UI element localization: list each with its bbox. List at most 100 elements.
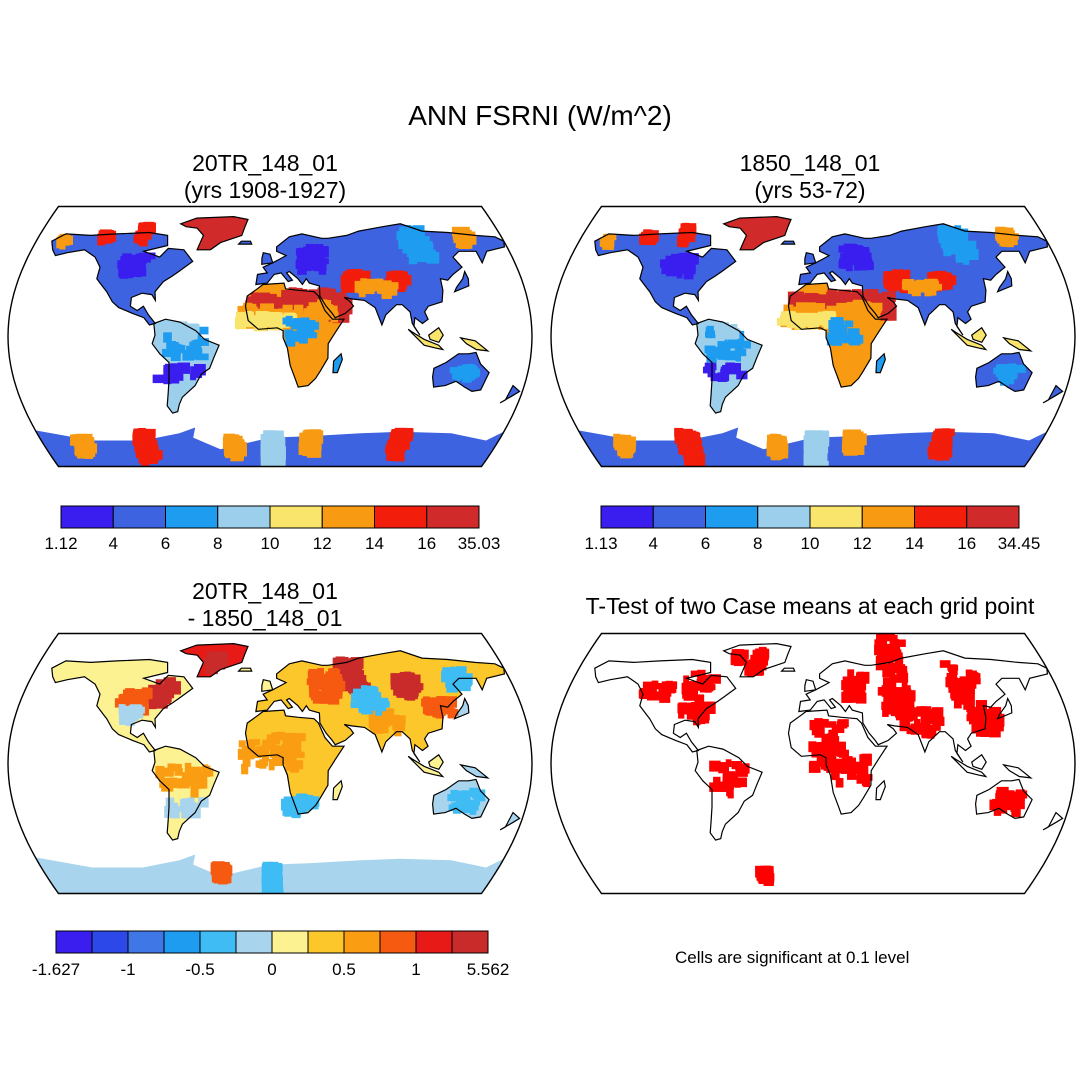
panel2-field-cell [963,252,970,265]
panel2-coastline-ng [1001,336,1033,352]
panel3-field-cell [238,740,246,748]
panel1-landmass-jp [454,271,469,292]
panel4-coastline-bo [970,753,987,771]
panel3-field-cell [199,775,208,783]
panel3-field-cell [383,711,391,723]
panel2-field-cell [775,440,788,447]
panel2-coastline-uk [804,251,817,265]
panel3-field-cell [143,696,154,709]
panel1-field-cell [127,269,134,279]
panel3-field-cell [394,715,406,725]
panel4-field-cell [926,714,936,724]
panel2-field-cell [1002,230,1011,241]
panel3-field-cell [170,806,180,819]
panel4-title-line1: T-Test of two Case means at each grid po… [585,593,1035,619]
colorbar-difference [55,930,489,954]
panel1-title-line2: (yrs 1908-1927) [183,177,347,203]
panel3-field-cell [257,760,266,768]
panel3-field-cell [268,864,276,873]
panel3-field-cell [281,802,294,810]
panel3-field-cell [242,757,251,767]
panel3-coastline-id [407,755,445,778]
panel1-field-cell [265,438,279,447]
panel3-field-cell [282,751,294,762]
panel4-field-cell [889,638,899,650]
panel2-field-cell [955,252,966,261]
panel2-colorbar-tick-label: 4 [648,534,658,553]
panel1-field-cell [416,245,423,255]
panel3-coastline-eu [255,650,506,763]
panel4-field-cell [841,680,851,691]
panel4-field-cell [955,693,968,705]
panel3-field-cell [168,684,178,692]
panel1-field-cell [172,371,184,381]
panel2-field-cell [738,340,751,349]
panel1-field-cell [399,226,405,238]
panel3-field-cell [469,787,479,798]
panel2-landmass-ng [1003,337,1031,351]
panel3-field-cell [205,660,218,675]
map-difference [7,632,533,895]
panel3-field-cell [276,731,286,741]
panel1-colorbar-swatch [217,505,271,529]
panel4-field-cell [659,693,671,703]
panel3-field-cell [447,708,456,719]
panel4-coastline-ic [780,667,796,672]
panel3-field-cell [275,758,283,766]
panel4-field-cell [829,729,838,740]
panel2-field-cell [815,294,827,303]
panel4-coastline-ng [1001,763,1033,779]
panel3-landmass-mg [333,780,343,800]
panel2-field-cell [717,353,727,360]
panel3-field-cell [193,773,202,785]
panel3-field-cell [317,690,330,700]
panel1-field-cell [101,233,113,244]
panel3-colorbar-tick-label: 1 [411,960,421,979]
panel3-field-cell [122,689,130,701]
panel1-field-cell [143,252,156,260]
panel2-field-cell [725,327,738,340]
panel3-coastline-uk [261,678,274,692]
panel4-field-cell [897,689,909,697]
panel1-field-cell [190,366,203,379]
panel4-landmass-ic [781,668,795,672]
panel2-field-cell [789,298,799,307]
panel1-landmass-id [408,329,443,350]
panel4-coastline-id [950,755,988,778]
panel3-field-cell [379,723,389,734]
panel2-field-cell [799,305,811,315]
panel2-field-cell [901,280,909,290]
panel3-title: 20TR_148_01 - 1850_148_01 [90,578,440,632]
panel2-field-cell [711,350,722,358]
panel4-field-cell [836,758,848,768]
panel1-field-cell [392,433,406,447]
panel1-field-cell [423,243,434,256]
panel3-field-cell [460,797,468,805]
panel2-field-cell [659,259,669,268]
panel4-landmass-na [594,659,736,752]
panel3-field-cell [294,751,305,758]
panel2-field-cell [870,295,882,309]
panel4-field-cell [842,691,852,703]
panel3-field-cell [327,693,340,705]
panel2-field-cell [837,331,845,340]
panel1-field-cell [163,332,173,343]
panel2-coastline-mg [875,352,886,374]
panel1-field-cell [339,307,350,323]
panel1-landmass-bo [428,327,444,343]
panel4-field-cell [920,706,932,715]
panel1-landmass-gl [180,216,248,250]
panel3-field-cell [313,676,322,685]
panel1-map-border [7,205,533,468]
panel4-field-cell [831,767,839,781]
panel4-field-cell [882,677,891,689]
panel2-field-cell [734,343,744,355]
panel4-field-cell [890,651,899,657]
panel1-field-cell [387,447,402,460]
panel4-field-cell [821,718,829,727]
panel3-field-cell [143,687,153,697]
panel3-field-cell [292,734,299,746]
figure-title: ANN FSRNI (W/m^2) [408,100,672,131]
panel1-field-cell [385,444,393,453]
panel4-field-cell [929,724,941,731]
